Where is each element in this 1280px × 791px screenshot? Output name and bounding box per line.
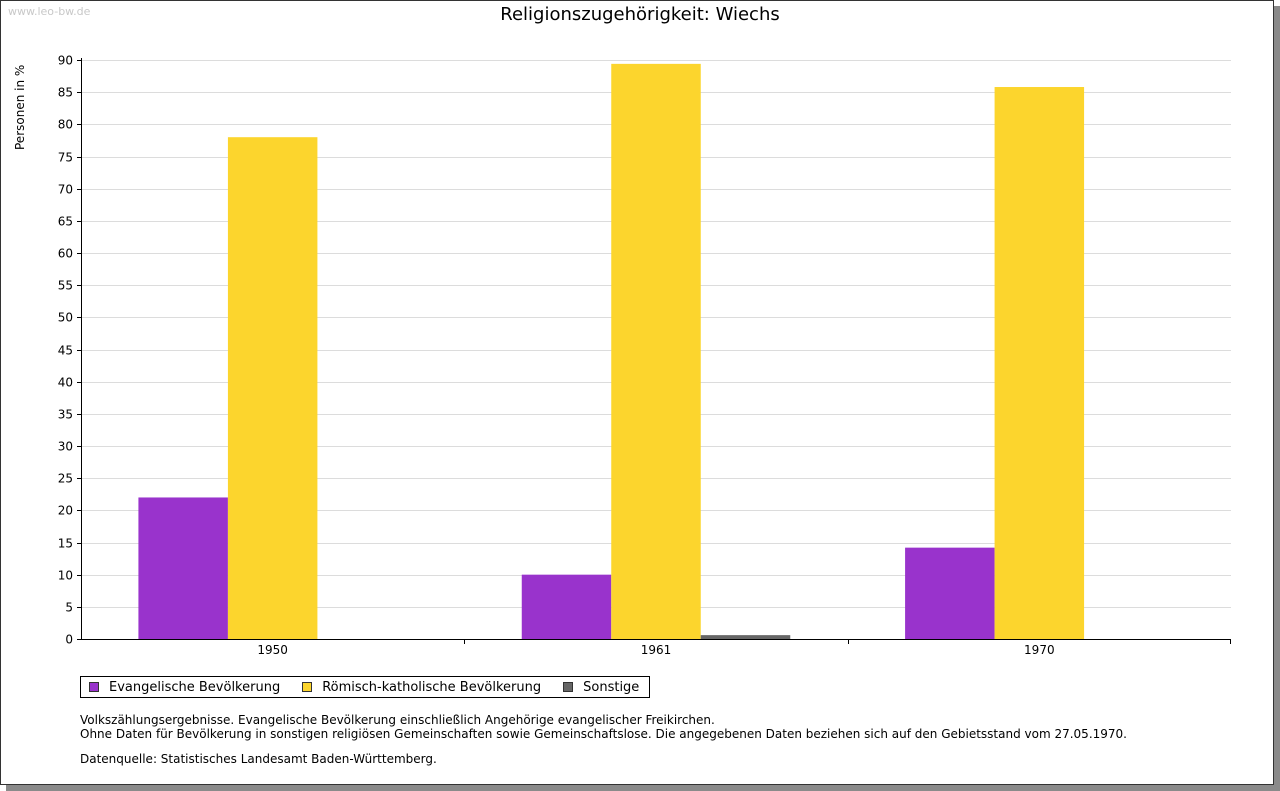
x-tick-label: 1950 xyxy=(257,643,288,657)
y-tick-label: 60 xyxy=(58,247,73,261)
y-tick-label: 30 xyxy=(58,440,73,454)
legend-item: Evangelische Bevölkerung xyxy=(89,680,280,695)
legend-item: Römisch-katholische Bevölkerung xyxy=(302,680,541,695)
bar-1970-2 xyxy=(994,87,1085,639)
legend-swatch xyxy=(89,682,99,692)
y-tick-label: 80 xyxy=(58,118,73,132)
y-tick-label: 20 xyxy=(58,504,73,518)
chart-notes: Volkszählungsergebnisse. Evangelische Be… xyxy=(80,713,1127,741)
data-source: Datenquelle: Statistisches Landesamt Bad… xyxy=(80,752,437,766)
note-line-1: Volkszählungsergebnisse. Evangelische Be… xyxy=(80,713,715,727)
legend-swatch xyxy=(302,682,313,692)
y-tick-label: 10 xyxy=(58,569,73,583)
y-tick-label: 90 xyxy=(58,54,73,68)
legend: Evangelische Bevölkerung Römisch-katholis… xyxy=(80,676,651,698)
bar-1970-1 xyxy=(905,547,995,639)
y-tick-label: 25 xyxy=(58,472,73,486)
bar-1961-1 xyxy=(521,574,612,639)
frame-shadow-right xyxy=(1274,6,1280,791)
y-tick-label: 15 xyxy=(58,537,73,551)
chart-title: Religionszugehörigkeit: Wiechs xyxy=(500,4,780,25)
y-tick-label: 35 xyxy=(58,408,73,422)
legend-label: Evangelische Bevölkerung xyxy=(109,679,281,695)
legend-label: Römisch-katholische Bevölkerung xyxy=(322,679,542,695)
legend-swatch xyxy=(563,682,574,692)
y-tick-label: 50 xyxy=(58,311,73,325)
y-tick-label: 70 xyxy=(58,183,73,197)
legend-label: Sonstige xyxy=(583,679,640,695)
x-tick-label: 1970 xyxy=(1024,643,1055,657)
y-tick-label: 55 xyxy=(58,279,73,293)
bar-1950-1 xyxy=(138,497,228,639)
legend-item: Sonstige xyxy=(563,680,639,695)
y-tick-label: 40 xyxy=(58,376,73,390)
y-tick-label: 75 xyxy=(58,151,73,165)
watermark: www.leo-bw.de xyxy=(8,5,91,18)
y-tick-label: 65 xyxy=(58,215,73,229)
y-tick-label: 45 xyxy=(58,344,73,358)
bar-1961-3 xyxy=(700,635,791,639)
y-tick-label: 85 xyxy=(58,86,73,100)
bar-1950-2 xyxy=(227,137,318,639)
note-line-2: Ohne Daten für Bevölkerung in sonstigen … xyxy=(80,727,1127,741)
x-tick-label: 1961 xyxy=(641,643,672,657)
y-tick-label: 0 xyxy=(65,633,73,647)
frame-shadow-bottom xyxy=(6,785,1280,791)
bar-1961-2 xyxy=(611,63,701,640)
y-tick-label: 5 xyxy=(65,601,73,615)
